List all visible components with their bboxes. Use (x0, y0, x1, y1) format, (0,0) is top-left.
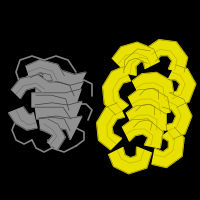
Polygon shape (128, 88, 170, 115)
Polygon shape (103, 67, 131, 115)
Polygon shape (26, 60, 64, 82)
Polygon shape (97, 103, 125, 150)
Polygon shape (11, 75, 50, 99)
Polygon shape (9, 107, 37, 130)
Polygon shape (168, 65, 196, 107)
Polygon shape (126, 104, 166, 130)
Polygon shape (162, 93, 192, 139)
Polygon shape (109, 147, 151, 174)
Polygon shape (152, 127, 184, 168)
Polygon shape (36, 81, 83, 110)
Polygon shape (112, 42, 159, 70)
Polygon shape (122, 119, 163, 148)
Polygon shape (148, 40, 188, 72)
Polygon shape (39, 116, 82, 140)
Polygon shape (35, 101, 82, 131)
Polygon shape (44, 70, 86, 96)
Polygon shape (132, 72, 174, 99)
Polygon shape (40, 119, 65, 150)
Polygon shape (32, 89, 81, 119)
Polygon shape (124, 49, 150, 75)
